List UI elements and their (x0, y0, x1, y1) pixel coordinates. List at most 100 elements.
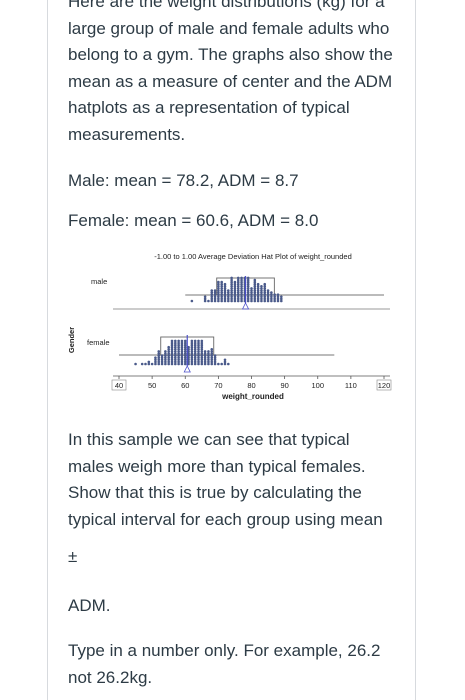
female-dot (183, 360, 187, 364)
female-dot (183, 345, 187, 349)
male-dot (220, 297, 223, 301)
female-dot (187, 358, 190, 362)
male-dot (270, 293, 273, 296)
female-dot (183, 352, 187, 355)
female-dot (203, 358, 207, 362)
female-dot (200, 343, 204, 347)
female-dot (187, 362, 190, 366)
female-dot (213, 356, 217, 359)
female-dot (183, 350, 187, 353)
male-dot (217, 299, 220, 303)
female-dot (157, 358, 161, 362)
female-dot (200, 362, 204, 366)
male-dot (230, 293, 233, 296)
female-dot (174, 360, 177, 364)
male-dot (210, 297, 214, 301)
female-dot (207, 362, 210, 366)
female-dot (167, 356, 170, 359)
female-dot (183, 356, 187, 359)
male-dot (270, 291, 273, 294)
male-dot (270, 299, 273, 303)
male-mean-triangle (241, 302, 250, 310)
female-dot (174, 348, 177, 351)
female-dot (180, 360, 184, 364)
male-dot (240, 280, 243, 284)
female-dot (177, 341, 180, 345)
male-dot (250, 289, 253, 292)
male-dot (276, 295, 280, 299)
male-dot (213, 295, 217, 299)
male-dot (240, 287, 243, 290)
female-dot (167, 352, 170, 355)
female-dot (197, 352, 200, 355)
female-dot (200, 348, 204, 351)
x-axis-label: weight_rounded (221, 392, 284, 401)
male-dot (270, 295, 273, 299)
female-dot (223, 358, 227, 362)
female-dot (164, 354, 167, 357)
female-dot (193, 341, 197, 345)
x-tick-label-100: 100 (311, 381, 324, 390)
female-dot (177, 352, 180, 355)
intro-text: Here are the weight distributions (kg) f… (68, 0, 393, 144)
female-dot (210, 362, 214, 366)
male-dot (260, 291, 263, 294)
male-dot (240, 282, 243, 286)
male-dot (256, 287, 260, 290)
female-dot (200, 350, 204, 353)
male-dot (207, 299, 210, 303)
male-dot (236, 289, 240, 292)
male-dot (220, 280, 223, 284)
male-dot (213, 291, 217, 294)
female-dot (170, 354, 174, 357)
female-dot (193, 352, 197, 355)
female-dot (187, 360, 190, 364)
male-dot (240, 285, 243, 288)
female-dot (197, 345, 200, 349)
x-tick-box-120 (376, 379, 392, 391)
female-dot (210, 360, 214, 364)
male-dot (256, 291, 260, 294)
category-label-male: male (91, 277, 107, 286)
x-tick-label-120: 120 (378, 381, 391, 390)
female-dot (207, 360, 210, 364)
x-tick-label-60: 60 (181, 381, 189, 390)
male-dot (253, 299, 257, 303)
female-dot (180, 350, 184, 353)
female-dot (177, 339, 180, 343)
female-dot (177, 354, 180, 357)
male-dot (213, 293, 217, 296)
male-dot (217, 282, 220, 286)
female-dot (174, 356, 177, 359)
male-dot (217, 295, 220, 299)
female-dot (197, 339, 200, 343)
female-dot (174, 339, 177, 343)
male-dot (240, 297, 243, 301)
female-dot (174, 362, 177, 366)
female-dot (157, 362, 161, 366)
male-dot (256, 285, 260, 288)
male-dot (220, 289, 223, 292)
male-dot (276, 297, 280, 301)
female-dot (180, 362, 184, 366)
male-dot (276, 293, 280, 296)
male-dot (223, 287, 227, 290)
female-dot (200, 358, 204, 362)
male-dot (210, 293, 214, 296)
male-dot (233, 291, 237, 294)
male-dot (263, 297, 267, 301)
female-dot (197, 350, 200, 353)
male-dot (233, 289, 237, 292)
female-dot (174, 345, 177, 349)
male-dot (230, 295, 233, 299)
male-dot (253, 291, 257, 294)
female-dot (187, 350, 190, 353)
male-dot (236, 295, 240, 299)
male-dot (280, 297, 283, 301)
female-dot (210, 358, 214, 362)
x-tick-label-50: 50 (148, 381, 156, 390)
female-dot (174, 341, 177, 345)
x-tick-label-90: 90 (280, 381, 288, 390)
female-dot (157, 350, 161, 353)
male-dot (227, 299, 230, 303)
